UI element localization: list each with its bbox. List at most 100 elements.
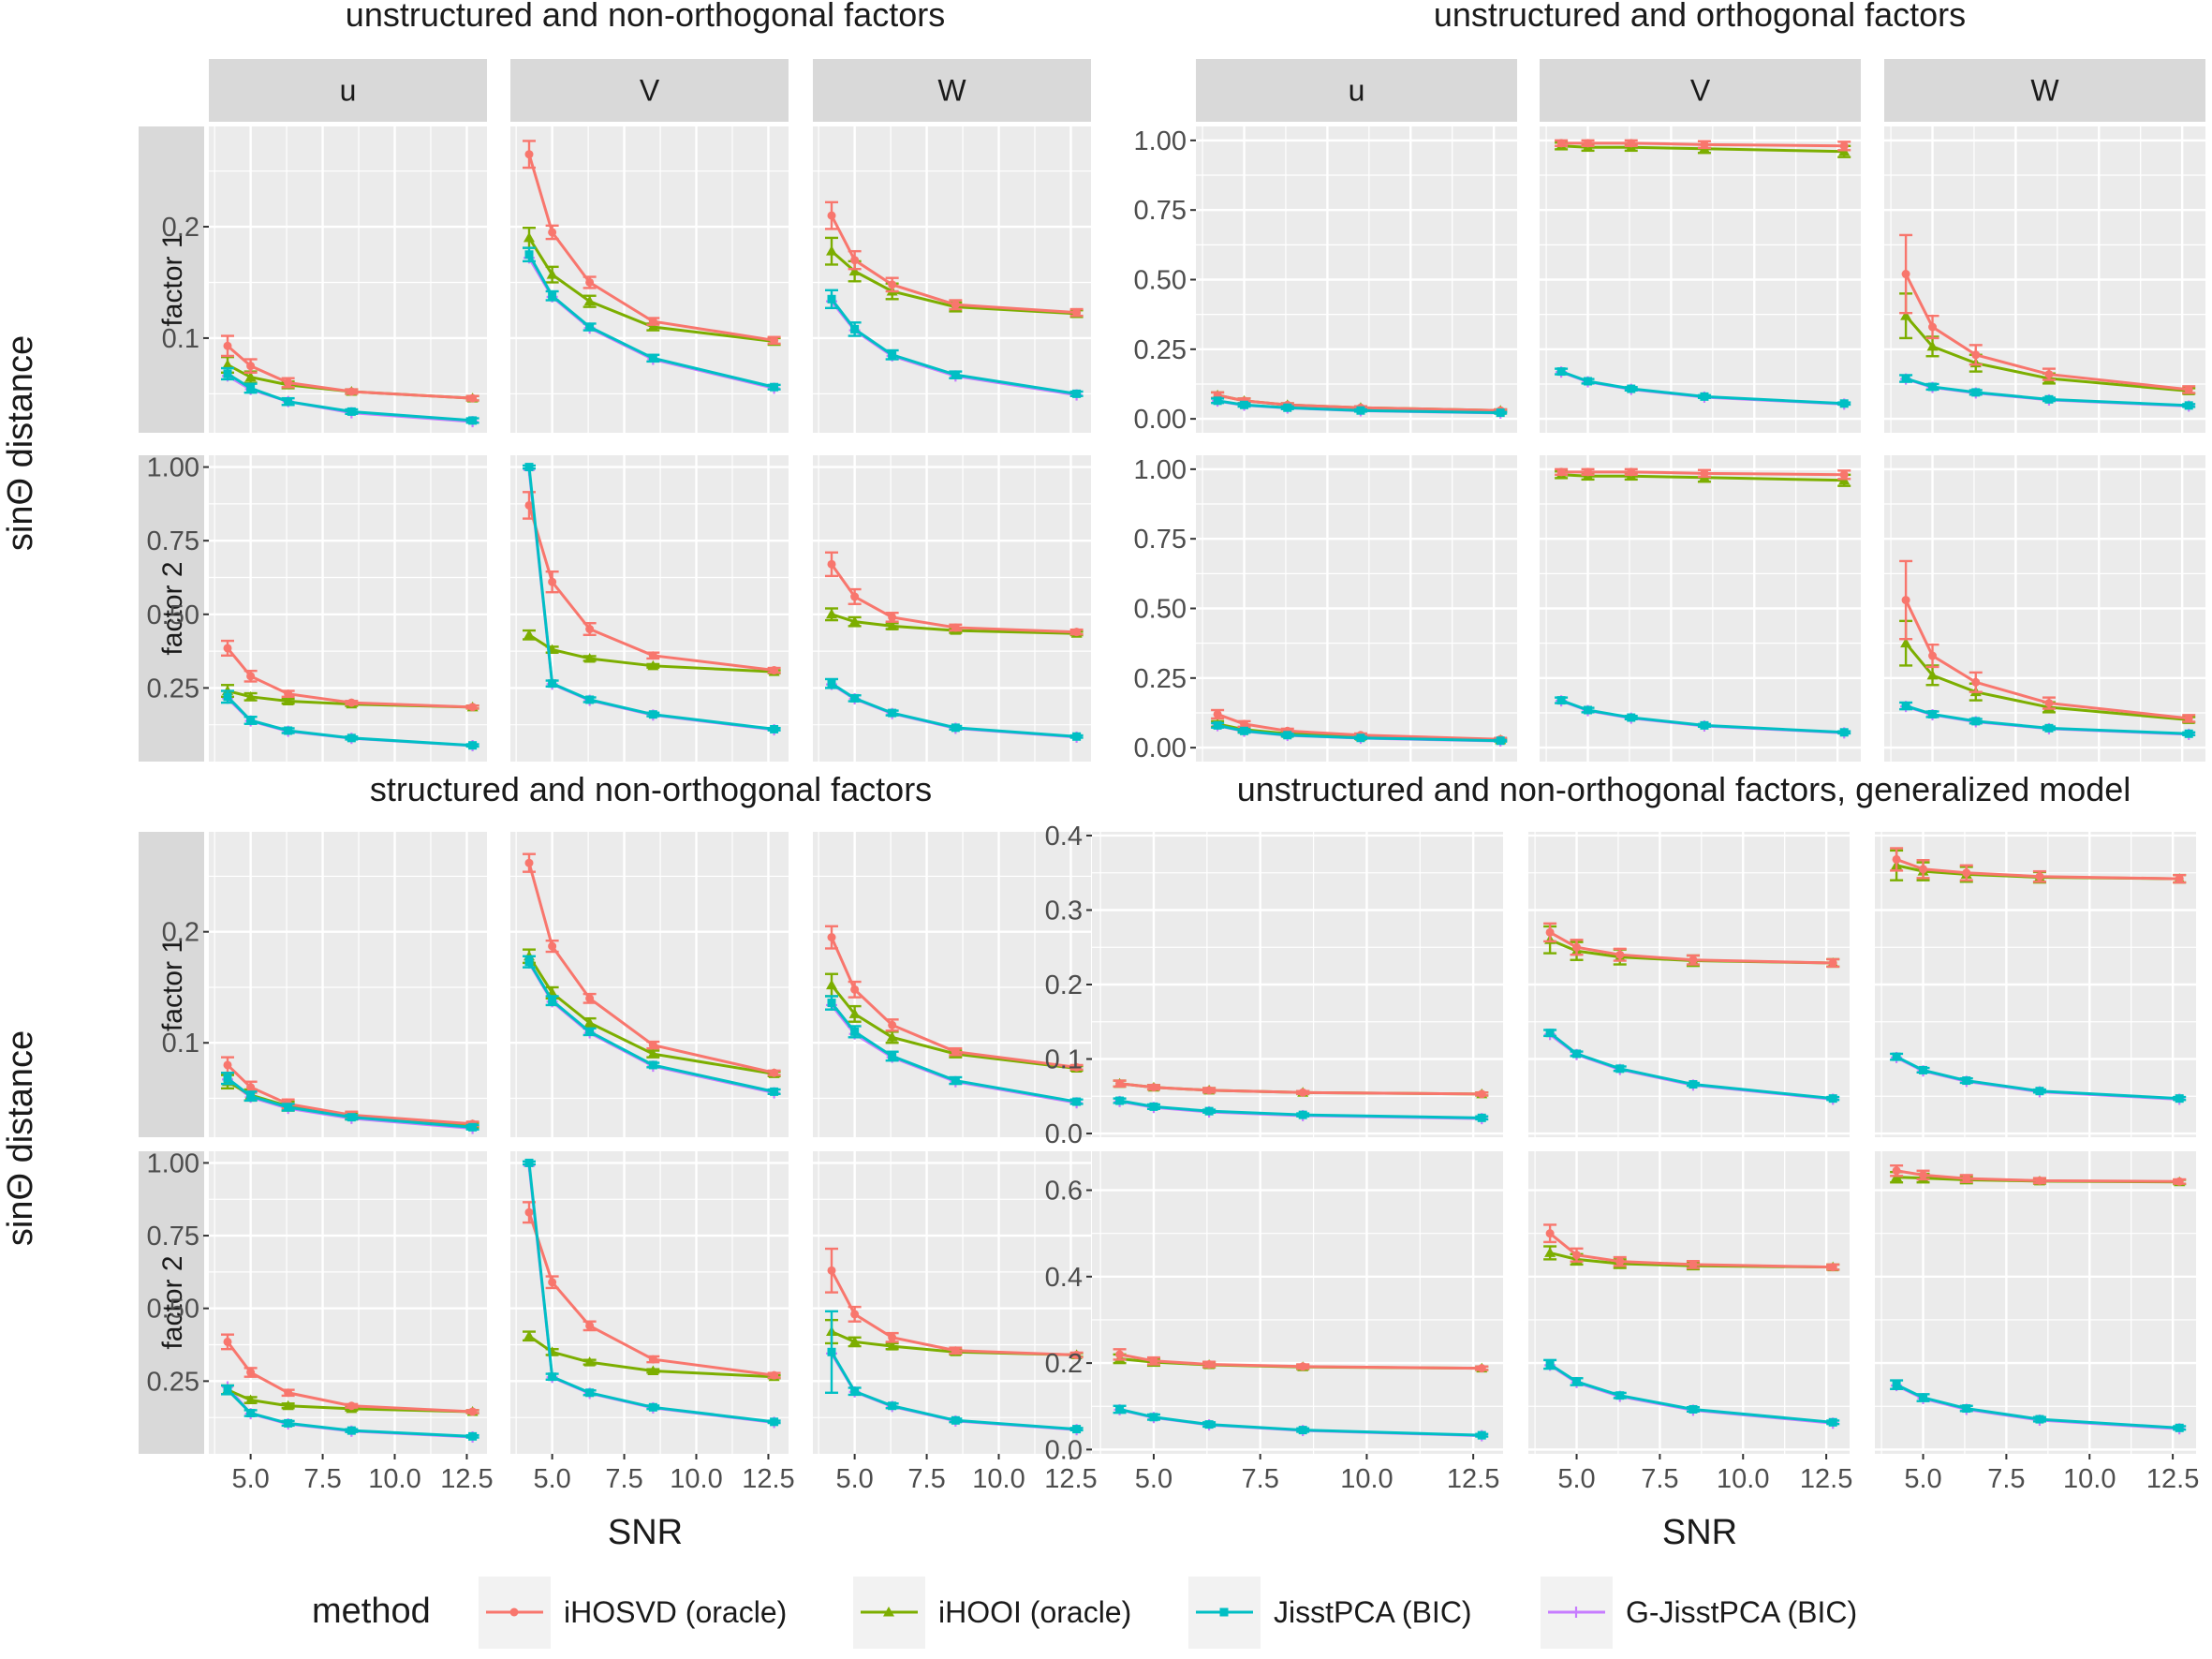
legend-item-ihosvd: iHOSVD (oracle) xyxy=(479,1577,787,1649)
series-ihosvd-point xyxy=(2035,1176,2044,1185)
series-ihooi-point xyxy=(1900,310,1912,320)
series-jisstpca-point xyxy=(2175,1423,2184,1432)
series-ihosvd-point xyxy=(223,1060,232,1070)
y-tick-label: 0.6 xyxy=(1045,1177,1083,1207)
series-ihosvd-point xyxy=(284,378,293,387)
series-jisstpca-point xyxy=(1204,1420,1214,1429)
series-jisstpca-point xyxy=(827,1347,836,1356)
series-jisstpca-point xyxy=(1928,382,1938,392)
series-jisstpca xyxy=(1543,1358,1840,1427)
legend-item-jisstpca: JisstPCA (BIC) xyxy=(1188,1577,1472,1649)
series-jisstpca xyxy=(1543,1029,1840,1104)
facet-strip-label-w: W xyxy=(937,74,966,108)
panel-background xyxy=(209,455,487,762)
series-jisstpca xyxy=(1555,696,1851,737)
series-jisstpca xyxy=(523,246,781,392)
series-ihosvd-point xyxy=(1072,1350,1082,1359)
x-tick-label: 10.0 xyxy=(972,1464,1025,1494)
series-jisstpca-point xyxy=(827,294,836,304)
series-jisstpca-point xyxy=(1615,1064,1625,1074)
series-ihosvd-point xyxy=(1971,677,1981,687)
series-jisstpca-point xyxy=(1477,1113,1486,1122)
series-jisstpca-point xyxy=(1204,1106,1214,1116)
series-jisstpca-point xyxy=(1839,399,1849,408)
series-ihooi-point xyxy=(282,1400,294,1411)
series-ihosvd-point xyxy=(1828,958,1837,968)
series-ihosvd-point xyxy=(648,651,657,660)
series-ihooi-point xyxy=(647,321,659,332)
series-jisstpca-point xyxy=(585,1388,595,1398)
y-tick-label: 0.75 xyxy=(147,526,199,556)
series-ihooi-point xyxy=(886,620,898,630)
series-jisstpca-point xyxy=(1298,1110,1307,1119)
series-ihosvd-point xyxy=(1892,854,1901,864)
series-ihosvd-point xyxy=(1545,927,1555,937)
series-ihosvd-point xyxy=(548,577,557,586)
series-jisstpca-point xyxy=(1971,388,1981,397)
series-ihosvd-point xyxy=(246,1368,256,1377)
series-jisstpca xyxy=(825,289,1084,398)
series-ihooi-point xyxy=(282,695,294,706)
legend-marker-gjisstpca xyxy=(1571,1607,1582,1618)
series-ihosvd-point xyxy=(1971,350,1981,360)
series-jisstpca-point xyxy=(648,710,657,719)
series-jisstpca-point xyxy=(2035,1087,2044,1096)
series-jisstpca-point xyxy=(1072,732,1082,741)
facet-strip-label-u: u xyxy=(1349,74,1365,108)
series-jisstpca-point xyxy=(1919,1393,1928,1402)
series-ihosvd-point xyxy=(1213,709,1222,718)
series-ihosvd-point xyxy=(827,559,836,569)
series-jisstpca-point xyxy=(1213,396,1222,406)
series-ihosvd xyxy=(523,491,781,675)
group-unstructured-and-non-orthogonal-factors: unstructured and non-orthogonal factors u… xyxy=(139,0,1091,762)
series-jisstpca-point xyxy=(1615,1391,1625,1400)
legend-key-marker-jisstpca xyxy=(1219,1607,1229,1617)
series-jisstpca-point xyxy=(468,416,478,425)
x-axis-title-right: SNR xyxy=(1662,1513,1737,1552)
series-ihosvd-point xyxy=(284,689,293,699)
series-jisstpca-point xyxy=(246,1409,256,1418)
series-ihosvd-point xyxy=(548,228,557,237)
series-ihosvd-point xyxy=(2035,872,2044,881)
series-jisstpca-point xyxy=(951,1076,960,1086)
series-jisstpca-point xyxy=(770,382,779,392)
facet-strip-u xyxy=(1196,59,1517,122)
facet-group-title: unstructured and orthogonal factors xyxy=(1434,0,1966,34)
group-unstructured-and-non-orthogonal-factors-generalized-model-gen: unstructured and non-orthogonal factors,… xyxy=(1045,770,2200,1494)
x-tick-label: 5.0 xyxy=(1135,1464,1172,1494)
series-ihosvd xyxy=(523,852,781,1077)
series-ihosvd-point xyxy=(2175,1177,2184,1186)
series-jisstpca-point xyxy=(468,1431,478,1441)
series-ihosvd-point xyxy=(2044,370,2054,379)
series-jisstpca xyxy=(1899,374,2196,410)
y-tick-label: 0.25 xyxy=(147,1367,199,1397)
x-tick-label: 5.0 xyxy=(231,1464,269,1494)
series-jisstpca-point xyxy=(1496,408,1505,418)
series-jisstpca-point xyxy=(468,1122,478,1132)
series-ihosvd-point xyxy=(951,1047,960,1057)
facet-strip-label-u: u xyxy=(340,74,357,108)
series-jisstpca-point xyxy=(246,1091,256,1101)
series-jisstpca xyxy=(1113,1404,1489,1440)
facet-panel xyxy=(1196,455,1517,762)
series-jisstpca-point xyxy=(2175,1094,2184,1104)
y-tick-label: 1.00 xyxy=(1134,455,1187,485)
series-jisstpca xyxy=(1211,720,1508,746)
series-jisstpca-point xyxy=(1115,1404,1125,1414)
y-tick-label: 0.2 xyxy=(162,213,199,243)
facet-strip-label-w: W xyxy=(2030,74,2059,108)
series-ihosvd xyxy=(523,1201,781,1380)
series-ihosvd-point xyxy=(1615,1257,1625,1266)
series-ihosvd-point xyxy=(347,698,356,707)
legend-marker-ihooi xyxy=(883,1607,894,1617)
series-ihosvd xyxy=(221,639,479,712)
legend-marker-jisstpca xyxy=(1219,1607,1229,1617)
facet-panel xyxy=(813,455,1091,762)
series-jisstpca-point xyxy=(827,999,836,1008)
series-ihosvd-point xyxy=(1572,1251,1582,1260)
series-jisstpca-point xyxy=(284,397,293,407)
series-ihooi-point xyxy=(524,1330,536,1341)
y-tick-label: 0.4 xyxy=(1045,1263,1083,1293)
series-ihooi-point xyxy=(583,1356,596,1367)
panel-background xyxy=(813,1151,1091,1454)
